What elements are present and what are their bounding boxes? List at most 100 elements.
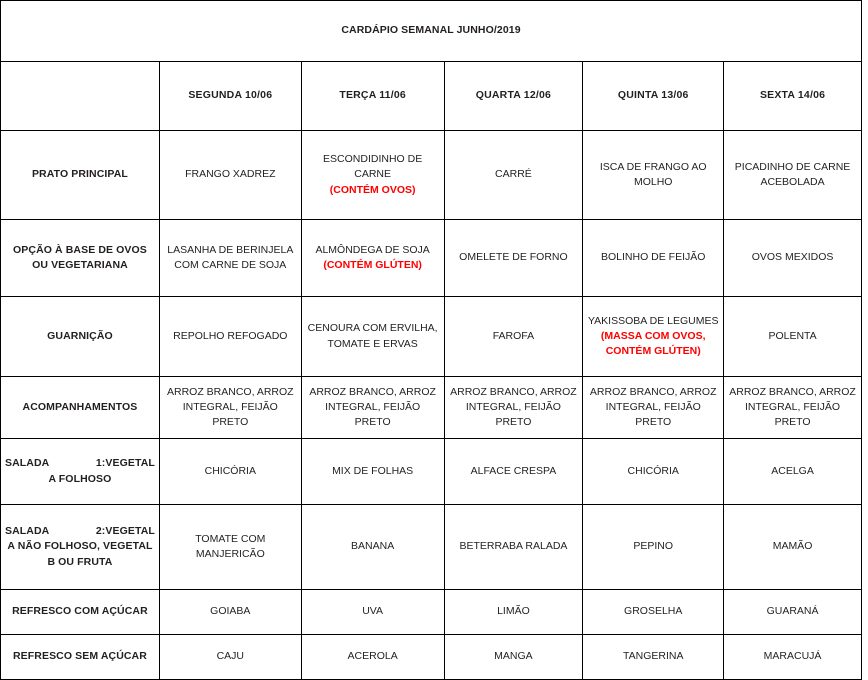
cell-main-text: YAKISSOBA DE LEGUMES <box>587 314 719 327</box>
cell-main-text: ARROZ BRANCO, ARROZ INTEGRAL, FEIJÃO PRE… <box>729 385 856 429</box>
cell-main-text: CHICÓRIA <box>627 464 679 477</box>
row-label-salada-1: SALADA 1:VEGETAL A FOLHOSO <box>0 438 160 505</box>
cell-salada2-terca: BANANA <box>300 504 445 590</box>
row-label-line-2: A FOLHOSO <box>48 472 112 485</box>
cell-guarnicao-terca: CENOURA COM ERVILHA, TOMATE E ERVAS <box>300 296 445 377</box>
cell-salada1-quinta: CHICÓRIA <box>582 438 725 505</box>
cell-refresco-sem-acucar-terca: ACEROLA <box>300 634 445 680</box>
table-row-salada-1: SALADA 1:VEGETAL A FOLHOSO CHICÓRIA MIX … <box>0 438 862 505</box>
cell-main-text: CARRÉ <box>495 168 532 181</box>
cell-salada1-terca: MIX DE FOLHAS <box>300 438 445 505</box>
cell-main-text: PEPINO <box>633 540 674 553</box>
cell-salada2-segunda: TOMATE COM MANJERICÃO <box>158 504 302 590</box>
cell-main-text: UVA <box>362 605 384 618</box>
cell-main-text: CENOURA COM ERVILHA, TOMATE E ERVAS <box>307 322 438 350</box>
row-label-line-1-part-b: VEGETAL <box>105 457 155 470</box>
cell-main-text: ARROZ BRANCO, ARROZ INTEGRAL, FEIJÃO PRE… <box>450 385 577 429</box>
header-corner-cell <box>0 61 160 131</box>
cell-refresco-sem-acucar-segunda: CAJU <box>158 634 302 680</box>
cell-refresco-com-acucar-quarta: LIMÃO <box>443 589 584 635</box>
cell-acompanhamentos-quinta: ARROZ BRANCO, ARROZ INTEGRAL, FEIJÃO PRE… <box>582 376 725 439</box>
cell-acompanhamentos-sexta: ARROZ BRANCO, ARROZ INTEGRAL, FEIJÃO PRE… <box>723 376 862 439</box>
cell-main-text: POLENTA <box>768 329 817 342</box>
cell-main-text: GUARANÁ <box>766 605 819 618</box>
cell-salada2-quarta: BETERRABA RALADA <box>443 504 584 590</box>
row-label-line-2: A NÃO FOLHOSO, VEGETAL <box>7 540 153 553</box>
day-header-quarta: QUARTA 12/06 <box>443 61 584 131</box>
cell-main-text: OMELETE DE FORNO <box>459 251 568 264</box>
cell-main-text: ACEROLA <box>347 650 398 663</box>
cell-prato-principal-quarta: CARRÉ <box>443 130 584 220</box>
cell-main-text: ARROZ BRANCO, ARROZ INTEGRAL, FEIJÃO PRE… <box>589 385 717 429</box>
page-title: CARDÁPIO SEMANAL JUNHO/2019 <box>0 0 862 62</box>
cell-opcao-ovos-quinta: BOLINHO DE FEIJÃO <box>582 219 725 297</box>
cell-opcao-ovos-segunda: LASANHA DE BERINJELA COM CARNE DE SOJA <box>158 219 302 297</box>
cell-opcao-ovos-terca: ALMÔNDEGA DE SOJA (CONTÉM GLÚTEN) <box>300 219 445 297</box>
day-header-row: SEGUNDA 10/06 TERÇA 11/06 QUARTA 12/06 Q… <box>0 61 862 131</box>
cell-refresco-com-acucar-terca: UVA <box>300 589 445 635</box>
cell-refresco-com-acucar-segunda: GOIABA <box>158 589 302 635</box>
day-header-quinta: QUINTA 13/06 <box>582 61 725 131</box>
cell-acompanhamentos-quarta: ARROZ BRANCO, ARROZ INTEGRAL, FEIJÃO PRE… <box>443 376 584 439</box>
cell-main-text: OVOS MEXIDOS <box>751 251 834 264</box>
row-label-line-1: SALADA 2:VEGETAL <box>5 524 155 539</box>
cell-main-text: TOMATE COM MANJERICÃO <box>195 532 266 560</box>
allergen-warning: (CONTÉM GLÚTEN) <box>323 259 422 271</box>
day-header-sexta: SEXTA 14/06 <box>723 61 862 131</box>
cell-main-text: LIMÃO <box>497 605 530 618</box>
cell-main-text: ALMÔNDEGA DE SOJA <box>315 243 430 256</box>
cell-main-text: GROSELHA <box>624 605 683 618</box>
cell-main-text: MIX DE FOLHAS <box>332 464 414 477</box>
table-row-salada-2: SALADA 2:VEGETAL A NÃO FOLHOSO, VEGETAL … <box>0 504 862 590</box>
cell-guarnicao-quarta: FAROFA <box>443 296 584 377</box>
table-row-guarnicao: GUARNIÇÃO REPOLHO REFOGADO CENOURA COM E… <box>0 296 862 377</box>
cell-main-text: GOIABA <box>210 605 251 618</box>
cell-main-text: FRANGO XADREZ <box>185 168 276 181</box>
cell-prato-principal-sexta: PICADINHO DE CARNE ACEBOLADA <box>723 130 862 220</box>
cell-main-text: CAJU <box>216 650 245 663</box>
cell-prato-principal-quinta: ISCA DE FRANGO AO MOLHO <box>582 130 725 220</box>
cell-main-text: ARROZ BRANCO, ARROZ INTEGRAL, FEIJÃO PRE… <box>167 385 294 429</box>
row-label-line-1: OPÇÃO À BASE DE OVOS OU <box>13 243 147 271</box>
allergen-warning: (CONTÉM OVOS) <box>329 183 416 196</box>
cell-salada1-segunda: CHICÓRIA <box>158 438 302 505</box>
table-row-opcao-ovos-vegetariana: OPÇÃO À BASE DE OVOS OU VEGETARIANA LASA… <box>0 219 862 297</box>
cell-main-text: ESCONDIDINHO DE CARNE <box>323 153 423 181</box>
row-label-refresco-sem-acucar: REFRESCO SEM AÇÚCAR <box>0 634 160 680</box>
cell-salada1-sexta: ACELGA <box>723 438 862 505</box>
cell-main-text: BOLINHO DE FEIJÃO <box>601 251 706 264</box>
title-row: CARDÁPIO SEMANAL JUNHO/2019 <box>0 0 862 62</box>
cell-guarnicao-quinta: YAKISSOBA DE LEGUMES (MASSA COM OVOS, CO… <box>582 296 725 377</box>
cell-acompanhamentos-terca: ARROZ BRANCO, ARROZ INTEGRAL, FEIJÃO PRE… <box>300 376 445 439</box>
cell-refresco-com-acucar-sexta: GUARANÁ <box>723 589 862 635</box>
row-label-guarnicao: GUARNIÇÃO <box>0 296 160 377</box>
cell-refresco-com-acucar-quinta: GROSELHA <box>582 589 725 635</box>
cell-guarnicao-sexta: POLENTA <box>723 296 862 377</box>
row-label-opcao-ovos-vegetariana: OPÇÃO À BASE DE OVOS OU VEGETARIANA <box>0 219 160 297</box>
cell-refresco-sem-acucar-sexta: MARACUJÁ <box>723 634 862 680</box>
row-label-line-1-part-a: SALADA 2: <box>5 525 106 538</box>
cell-prato-principal-segunda: FRANGO XADREZ <box>158 130 302 220</box>
cell-opcao-ovos-sexta: OVOS MEXIDOS <box>723 219 862 297</box>
cell-main-text: MANGA <box>494 650 533 663</box>
row-label-line-1-part-b: VEGETAL <box>105 525 155 538</box>
row-label-prato-principal: PRATO PRINCIPAL <box>0 130 160 220</box>
cell-main-text: LASANHA DE BERINJELA COM CARNE DE SOJA <box>167 243 294 271</box>
cell-main-text: REPOLHO REFOGADO <box>173 329 288 342</box>
table-row-refresco-com-acucar: REFRESCO COM AÇÚCAR GOIABA UVA LIMÃO GRO… <box>0 589 862 635</box>
row-label-refresco-com-acucar: REFRESCO COM AÇÚCAR <box>0 589 160 635</box>
row-label-line-1-part-a: SALADA 1: <box>5 457 106 470</box>
allergen-warning: (MASSA COM OVOS, CONTÉM GLÚTEN) <box>600 329 706 358</box>
cell-salada2-quinta: PEPINO <box>582 504 725 590</box>
cell-salada2-sexta: MAMÃO <box>723 504 862 590</box>
cell-acompanhamentos-segunda: ARROZ BRANCO, ARROZ INTEGRAL, FEIJÃO PRE… <box>158 376 302 439</box>
day-header-segunda: SEGUNDA 10/06 <box>158 61 302 131</box>
cell-main-text: CHICÓRIA <box>204 464 256 477</box>
cell-refresco-sem-acucar-quinta: TANGERINA <box>582 634 725 680</box>
row-label-line-3: B OU FRUTA <box>47 555 113 568</box>
day-header-terca: TERÇA 11/06 <box>300 61 445 131</box>
table-row-refresco-sem-acucar: REFRESCO SEM AÇÚCAR CAJU ACEROLA MANGA T… <box>0 634 862 680</box>
cell-main-text: FAROFA <box>492 329 535 342</box>
cell-main-text: TANGERINA <box>622 650 684 663</box>
cell-main-text: ACELGA <box>771 464 814 477</box>
